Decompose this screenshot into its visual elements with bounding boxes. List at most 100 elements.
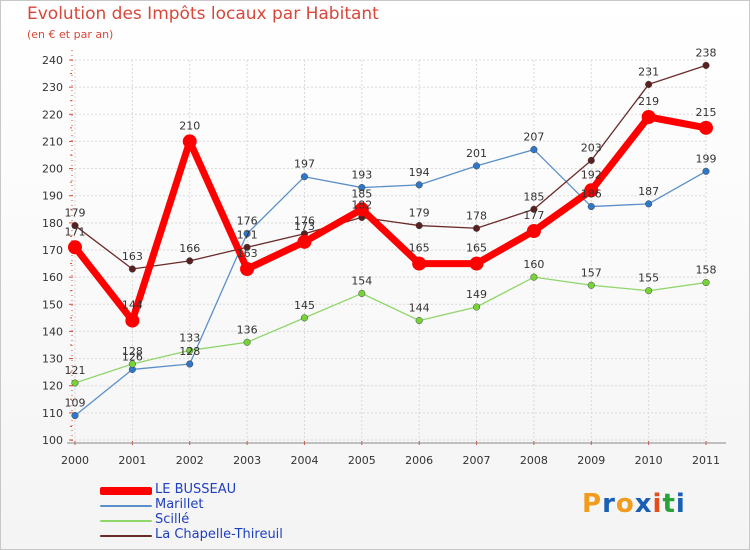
point-la-chapelle-thireuil-2009 (587, 156, 595, 164)
logo-letter-6: i (675, 489, 686, 519)
x-tick-label-2005: 2005 (348, 454, 376, 467)
data-label-le-busseau-2007: 165 (466, 242, 487, 255)
point-scill--2011 (702, 279, 710, 287)
point-la-chapelle-thireuil-2001 (128, 265, 136, 273)
point-scill--2006 (415, 317, 423, 325)
data-label-le-busseau-2005: 185 (351, 187, 372, 200)
point-la-chapelle-thireuil-2000 (71, 222, 79, 230)
data-label-scill--2011: 158 (696, 264, 717, 277)
point-marillet-2009 (587, 203, 595, 211)
point-le-busseau-2009 (584, 183, 599, 198)
data-label-scill--2004: 145 (294, 299, 315, 312)
point-le-busseau-2010 (641, 110, 656, 124)
legend-swatch-la-chapelle-thireuil (100, 535, 152, 537)
legend-swatch-marillet (100, 505, 152, 507)
point-scill--2009 (587, 281, 595, 289)
data-label-le-busseau-2011: 215 (696, 106, 717, 119)
data-label-la-chapelle-thireuil-2002: 166 (179, 242, 200, 255)
point-marillet-2008 (530, 146, 538, 154)
point-scill--2008 (530, 273, 538, 281)
data-label-marillet-2009: 186 (581, 188, 602, 201)
series-line-la-chapelle-thireuil (74, 64, 707, 270)
point-marillet-2005 (358, 184, 366, 192)
y-tick-label-150: 150 (42, 298, 63, 311)
point-marillet-2006 (415, 181, 423, 189)
data-label-le-busseau-2001: 144 (122, 299, 143, 312)
point-la-chapelle-thireuil-2010 (645, 80, 653, 88)
y-tick-label-190: 190 (42, 190, 63, 203)
point-marillet-2011 (702, 167, 710, 175)
legend-label-la-chapelle-thireuil: La Chapelle-Thireuil (155, 527, 283, 542)
y-tick-label-200: 200 (42, 163, 63, 176)
series-lines (68, 61, 713, 420)
point-le-busseau-2002 (182, 134, 197, 149)
data-label-marillet-2005: 193 (351, 169, 372, 182)
point-le-busseau-2008 (526, 224, 541, 238)
data-label-la-chapelle-thireuil-2000: 179 (65, 207, 86, 220)
axes: 100 110 120 130 140 150 160 170 180 190 200 210 220 2… (42, 50, 726, 467)
data-label-la-chapelle-thireuil-2001: 163 (122, 250, 143, 263)
data-label-le-busseau-2009: 192 (581, 168, 602, 181)
data-label-la-chapelle-thireuil-2003: 171 (237, 228, 258, 241)
legend-label-scille: Scillé (155, 512, 190, 527)
logo-letter-0: P (582, 489, 603, 519)
logo-letter-2: o (615, 489, 635, 519)
point-scill--2005 (358, 289, 366, 297)
y-tick-label-130: 130 (42, 353, 63, 366)
point-marillet-2004 (300, 173, 309, 181)
data-label-scill--2000: 121 (65, 364, 86, 377)
point-marillet-2002 (186, 360, 194, 368)
y-tick-label-110: 110 (42, 407, 63, 420)
y-tick-label-210: 210 (42, 135, 63, 148)
point-scill--2010 (645, 287, 653, 295)
logo-letter-5: t (662, 489, 676, 519)
point-le-busseau-2003 (240, 262, 255, 276)
chart-title: Evolution des Impôts locaux par Habitant (27, 4, 379, 24)
x-tick-label-2011: 2011 (692, 454, 720, 467)
x-tick-label-2006: 2006 (405, 454, 433, 467)
chart-subtitle: (en € et par an) (27, 28, 114, 41)
data-label-marillet-2010: 187 (638, 185, 659, 198)
point-marillet-2003 (243, 230, 251, 238)
data-label-le-busseau-2004: 173 (294, 220, 315, 233)
point-marillet-2007 (472, 162, 481, 170)
data-label-marillet-2004: 197 (294, 158, 315, 171)
point-la-chapelle-thireuil-2011 (702, 61, 710, 69)
data-label-le-busseau-2003: 163 (237, 247, 258, 260)
point-scill--2004 (300, 314, 309, 322)
legend-label-le-busseau: LE BUSSEAU (155, 482, 237, 497)
data-label-scill--2001: 128 (122, 345, 143, 358)
y-tick-label-220: 220 (42, 108, 63, 121)
data-label-la-chapelle-thireuil-2005: 182 (351, 198, 372, 211)
y-tick-label-170: 170 (42, 244, 63, 257)
point-scill--2000 (71, 379, 79, 387)
data-label-le-busseau-2006: 165 (409, 242, 430, 255)
data-label-marillet-2011: 199 (696, 152, 717, 165)
x-tick-label-2001: 2001 (118, 454, 146, 467)
point-la-chapelle-thireuil-2007 (472, 224, 481, 232)
data-label-la-chapelle-thireuil-2011: 238 (696, 46, 717, 59)
grid-lines (74, 59, 707, 441)
data-label-scill--2006: 144 (409, 302, 430, 315)
data-label-scill--2010: 155 (638, 272, 659, 285)
data-label-marillet-2000: 109 (65, 397, 86, 410)
data-label-le-busseau-2010: 219 (638, 95, 659, 108)
proxiti-logo: Proxiti (582, 489, 686, 519)
data-label-marillet-2002: 128 (179, 345, 200, 358)
legend-swatch-le-busseau (100, 487, 152, 495)
point-scill--2007 (472, 303, 481, 311)
x-tick-label-2003: 2003 (233, 454, 261, 467)
y-tick-label-120: 120 (42, 380, 63, 393)
data-label-scill--2008: 160 (523, 258, 544, 271)
point-la-chapelle-thireuil-2006 (415, 222, 423, 230)
data-label-marillet-2001: 126 (122, 350, 143, 363)
point-scill--2003 (243, 338, 251, 346)
point-marillet-2000 (71, 412, 79, 420)
data-label-la-chapelle-thireuil-2004: 176 (294, 215, 315, 228)
y-tick-label-230: 230 (42, 81, 63, 94)
point-scill--2001 (128, 360, 136, 368)
x-tick-label-2009: 2009 (577, 454, 605, 467)
series-line-scill- (74, 276, 707, 384)
